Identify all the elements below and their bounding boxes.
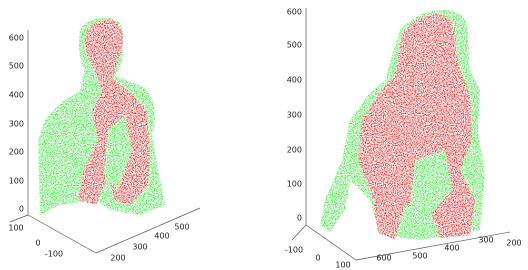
vertical-tick-label: 0 — [297, 214, 302, 223]
vertical-tick-label: 400 — [9, 91, 24, 100]
vertical-tick-label: 200 — [9, 148, 24, 157]
depth-tick-label: 100 — [8, 224, 23, 233]
vertical-tick-label: 500 — [9, 62, 24, 71]
vertical-tick-label: 300 — [9, 120, 24, 129]
depth-tick-label: 100 — [335, 261, 350, 270]
width-tick-label: 600 — [376, 254, 391, 263]
width-tick-label: 500 — [412, 252, 427, 261]
depth-tick-label: 0 — [35, 239, 40, 248]
width-tick-label: 200 — [110, 254, 125, 263]
left-point-cloud — [38, 17, 165, 215]
left-axes — [9, 30, 201, 254]
depth-tick-label: -100 — [285, 246, 303, 255]
width-tick-label: 300 — [478, 236, 493, 245]
vertical-tick-label: 0 — [19, 205, 24, 214]
vertical-tick-label: 100 — [287, 180, 302, 189]
width-tick-label: 500 — [174, 223, 189, 232]
vertical-tick-label: 600 — [287, 8, 302, 17]
right-axes — [291, 8, 511, 261]
right-point-cloud — [320, 9, 485, 241]
vertical-tick-label: 600 — [9, 34, 24, 43]
width-tick-label: 400 — [154, 232, 169, 241]
width-tick-label: 200 — [506, 239, 521, 248]
vertical-tick-label: 500 — [287, 41, 302, 50]
depth-tick-label: 0 — [315, 254, 320, 263]
width-tick-label: 400 — [444, 244, 459, 253]
vertical-tick-label: 300 — [287, 111, 302, 120]
depth-tick-label: -100 — [45, 250, 63, 259]
vertical-tick-label: 100 — [9, 177, 24, 186]
vertical-tick-label: 200 — [287, 146, 302, 155]
width-tick-label: 300 — [132, 243, 147, 252]
vertical-tick-label: 400 — [287, 76, 302, 85]
